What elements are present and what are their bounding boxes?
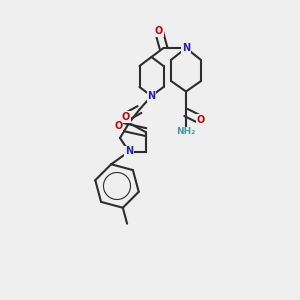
Text: O: O [155, 26, 163, 37]
Text: O: O [122, 112, 130, 122]
Text: O: O [197, 115, 205, 125]
Text: N: N [182, 43, 190, 53]
Text: N: N [125, 146, 133, 157]
Text: O: O [114, 121, 123, 131]
Text: NH₂: NH₂ [176, 128, 196, 136]
Text: N: N [147, 91, 156, 101]
